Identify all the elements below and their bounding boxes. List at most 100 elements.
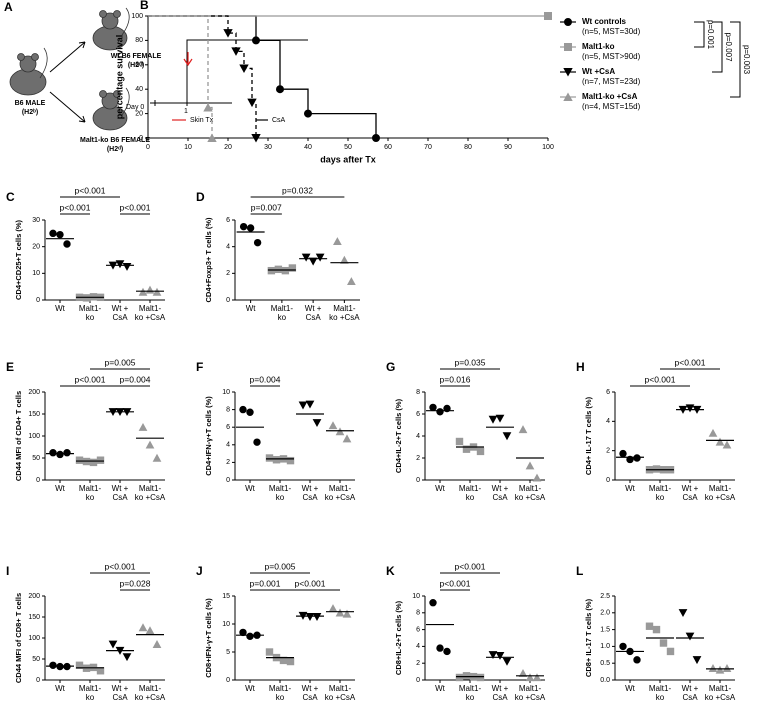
- data-point: [246, 632, 254, 641]
- x-tick-label: Wt + CsA: [301, 484, 319, 502]
- data-point: [436, 408, 444, 416]
- x-tick-label: Malt1- ko: [78, 484, 102, 502]
- data-point: [708, 428, 718, 437]
- data-point: [685, 632, 695, 641]
- panel-label: E: [6, 360, 14, 374]
- data-point: [335, 427, 345, 436]
- x-tick-label: Wt: [55, 304, 65, 313]
- data-point: [305, 400, 315, 409]
- data-point: [645, 622, 654, 630]
- x-tick-label-box: Wt: [625, 484, 635, 493]
- x-tick-label: Malt1- ko +CsA: [324, 484, 356, 502]
- day-label: Day 0: [126, 104, 144, 111]
- y-axis-label: CD4+Foxp3+ T cells (%): [204, 217, 213, 303]
- data-point: [138, 623, 148, 632]
- data-point: [328, 604, 338, 613]
- p-value: p<0.001: [75, 374, 106, 384]
- y-tick-label: 2: [226, 459, 230, 466]
- data-point: [265, 454, 274, 462]
- x-tick-label-box: Malt1- ko: [79, 304, 101, 322]
- data-point: [239, 405, 247, 414]
- y-axis-label: CD8+ IL-17 T cells (%): [584, 598, 593, 677]
- data-point: [328, 421, 338, 430]
- x-tick-label: Malt1- ko: [458, 484, 482, 502]
- x-tick-label: Malt1- ko: [268, 484, 292, 502]
- data-point: [429, 403, 437, 412]
- y-tick-label: 50: [32, 455, 40, 462]
- y-tick-label: 6: [416, 411, 420, 418]
- x-tick-label: 100: [542, 144, 554, 151]
- x-tick-label-box: Wt: [246, 304, 256, 313]
- panel-label: D: [196, 190, 205, 204]
- data-point: [298, 401, 308, 410]
- data-point: [315, 253, 325, 262]
- p-value: p=0.004: [120, 374, 151, 384]
- recipient-label: Malt1-ko B6 FEMALE: [80, 137, 150, 144]
- y-tick-label: 20: [135, 110, 143, 117]
- x-tick-label-box: Malt1- ko: [649, 684, 671, 702]
- x-tick-label: Malt1- ko: [268, 684, 292, 702]
- data-point: [239, 222, 248, 231]
- legend-note: (n=7, MST=23d): [582, 77, 641, 86]
- x-tick-label-box: Malt1- ko +CsA: [135, 484, 165, 502]
- data-point: [372, 134, 380, 142]
- y-tick-label: 6: [226, 424, 230, 431]
- data-point: [462, 445, 471, 453]
- data-point: [288, 264, 297, 272]
- x-tick-label-box: Wt + CsA: [301, 484, 319, 502]
- x-tick-label-box: Wt: [435, 684, 445, 693]
- y-tick-label: 6: [606, 389, 610, 396]
- data-point: [633, 656, 641, 664]
- data-point: [49, 229, 57, 238]
- x-tick-label-box: Wt: [55, 484, 65, 493]
- x-tick-label: 70: [424, 144, 432, 151]
- data-point: [333, 237, 342, 246]
- y-tick-label: 200: [28, 389, 40, 396]
- data-point: [152, 640, 162, 648]
- x-tick-label-box: Malt1- ko: [459, 684, 481, 702]
- data-point: [281, 266, 290, 275]
- x-tick-label-box: Malt1- ko: [458, 484, 482, 502]
- donor-mouse: [9, 47, 48, 96]
- x-tick-label-box: Wt: [435, 484, 445, 493]
- y-axis-label: CD4+CD25+T cells (%): [14, 219, 23, 300]
- p-value: p=0.005: [105, 357, 136, 367]
- y-tick-label: 4: [416, 643, 420, 650]
- legend-label: Wt +CsA: [582, 67, 615, 76]
- data-point: [678, 609, 688, 618]
- x-tick-label-box: Malt1- ko +CsA: [324, 484, 356, 502]
- y-tick-label: 4: [226, 442, 230, 449]
- x-tick-label-box: Malt1- ko +CsA: [325, 684, 355, 702]
- data-point: [443, 647, 451, 656]
- recipient-mouse: [92, 87, 130, 131]
- y-tick-label: 150: [28, 411, 40, 418]
- p-value: p<0.001: [675, 357, 706, 367]
- p-bracket: [712, 21, 723, 73]
- x-tick-label: Wt: [55, 484, 65, 493]
- p-value: p=0.007: [724, 32, 733, 62]
- x-tick-label-box: Wt + CsA: [682, 484, 699, 502]
- data-point: [436, 644, 444, 652]
- data-point: [659, 639, 668, 647]
- p-value: p=0.003: [742, 45, 751, 75]
- data-point: [122, 653, 132, 662]
- data-point: [265, 648, 274, 656]
- data-point: [276, 85, 284, 94]
- y-tick-label: 150: [28, 614, 40, 621]
- data-point: [488, 651, 498, 660]
- x-tick-label: Wt + CsA: [491, 484, 509, 502]
- data-point: [502, 432, 512, 441]
- panel-label: F: [196, 360, 203, 374]
- data-point: [525, 673, 535, 682]
- x-tick-label-box: Malt1- ko: [649, 484, 671, 502]
- legend-label: Malt1-ko +CsA: [582, 92, 638, 101]
- data-point: [652, 465, 661, 473]
- data-point: [476, 673, 485, 682]
- data-point: [63, 240, 71, 248]
- x-tick-label: Wt: [625, 484, 635, 493]
- y-tick-label: 2: [226, 270, 230, 277]
- data-point: [544, 12, 552, 20]
- data-point: [692, 656, 702, 665]
- x-tick-label-box: Wt: [55, 684, 65, 693]
- data-point: [274, 265, 283, 274]
